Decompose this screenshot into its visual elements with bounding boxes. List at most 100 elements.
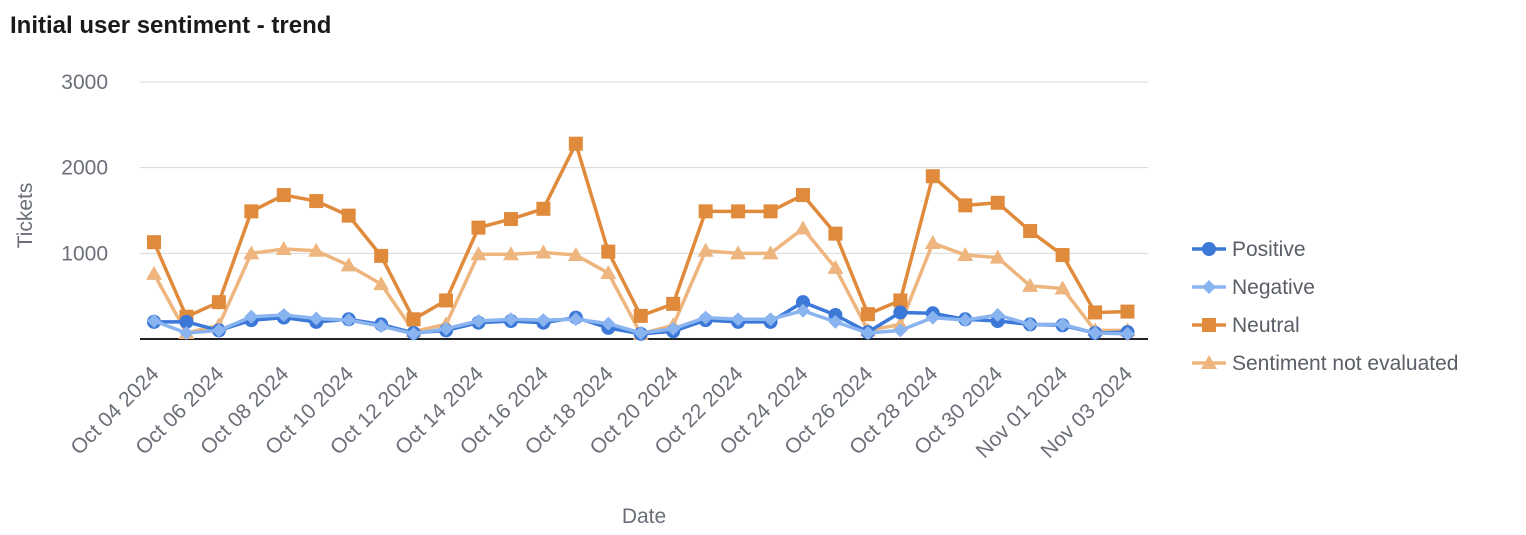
data-point-neutral[interactable] [341, 208, 356, 223]
data-point-neutral[interactable] [1120, 304, 1135, 319]
data-point-negative[interactable] [309, 311, 324, 326]
data-point-negative[interactable] [828, 314, 843, 329]
data-point-negative[interactable] [503, 312, 518, 327]
data-point-sentiment-not-evaluated[interactable] [308, 242, 325, 257]
data-point-neutral[interactable] [666, 296, 681, 311]
data-point-negative[interactable] [568, 312, 583, 327]
data-point-sentiment-not-evaluated[interactable] [1022, 277, 1039, 292]
data-point-neutral[interactable] [958, 198, 973, 213]
data-point-neutral[interactable] [536, 201, 551, 216]
data-point-sentiment-not-evaluated[interactable] [924, 235, 941, 250]
data-point-neutral[interactable] [147, 235, 161, 250]
legend-item-sentiment-not-evaluated[interactable]: Sentiment not evaluated [1192, 352, 1459, 375]
data-point-negative[interactable] [211, 323, 226, 338]
data-point-negative[interactable] [1120, 326, 1135, 341]
legend-item-negative[interactable]: Negative [1192, 276, 1315, 299]
data-point-negative[interactable] [990, 308, 1005, 323]
data-point-negative[interactable] [471, 314, 486, 329]
legend-label: Neutral [1232, 314, 1300, 337]
y-axis-title: Tickets [14, 183, 37, 249]
data-point-negative[interactable] [147, 314, 161, 329]
data-point-negative[interactable] [1088, 326, 1103, 341]
data-point-negative[interactable] [601, 316, 616, 331]
data-point-negative[interactable] [536, 313, 551, 328]
legend-swatch-marker [1202, 280, 1216, 294]
data-point-neutral[interactable] [893, 293, 908, 308]
data-point-sentiment-not-evaluated[interactable] [697, 242, 714, 257]
data-point-negative[interactable] [276, 308, 291, 323]
data-point-sentiment-not-evaluated[interactable] [762, 245, 779, 260]
data-point-neutral[interactable] [1088, 305, 1103, 320]
data-point-sentiment-not-evaluated[interactable] [470, 246, 487, 261]
data-point-negative[interactable] [731, 312, 746, 327]
data-point-sentiment-not-evaluated[interactable] [827, 259, 844, 274]
data-point-neutral[interactable] [374, 248, 389, 263]
legend-label: Negative [1232, 276, 1315, 299]
data-point-negative[interactable] [244, 309, 259, 324]
data-point-neutral[interactable] [828, 226, 843, 241]
data-point-neutral[interactable] [763, 204, 778, 219]
data-point-neutral[interactable] [925, 169, 940, 184]
data-point-sentiment-not-evaluated[interactable] [146, 265, 162, 280]
data-point-negative[interactable] [925, 310, 940, 325]
data-point-negative[interactable] [666, 321, 681, 336]
data-point-sentiment-not-evaluated[interactable] [1054, 280, 1071, 295]
data-point-neutral[interactable] [990, 195, 1005, 210]
data-point-sentiment-not-evaluated[interactable] [502, 246, 519, 261]
data-point-positive[interactable] [179, 314, 194, 329]
legend: Positive Negative Neutral Sentiment not eva… [1192, 238, 1459, 375]
data-point-neutral[interactable] [406, 312, 421, 327]
data-point-sentiment-not-evaluated[interactable] [275, 241, 292, 256]
data-point-negative[interactable] [341, 313, 356, 328]
data-point-neutral[interactable] [698, 204, 713, 219]
data-point-neutral[interactable] [244, 204, 259, 219]
data-point-neutral[interactable] [1023, 224, 1038, 239]
data-point-negative[interactable] [406, 326, 421, 341]
data-point-neutral[interactable] [309, 194, 324, 209]
data-point-neutral[interactable] [211, 295, 226, 310]
legend-item-neutral[interactable]: Neutral [1192, 314, 1300, 337]
data-point-negative[interactable] [698, 310, 713, 325]
grid-lines [140, 81, 1148, 340]
data-point-sentiment-not-evaluated[interactable] [340, 257, 357, 272]
data-point-negative[interactable] [796, 303, 810, 318]
data-point-sentiment-not-evaluated[interactable] [373, 276, 390, 291]
data-point-negative[interactable] [958, 313, 973, 328]
data-point-neutral[interactable] [503, 212, 518, 227]
data-point-neutral[interactable] [276, 188, 291, 203]
data-point-neutral[interactable] [633, 308, 648, 323]
data-point-sentiment-not-evaluated[interactable] [989, 249, 1006, 264]
data-point-sentiment-not-evaluated[interactable] [567, 247, 584, 262]
data-point-neutral[interactable] [471, 220, 486, 235]
data-point-neutral[interactable] [439, 293, 454, 308]
data-point-negative[interactable] [633, 326, 648, 341]
data-point-neutral[interactable] [568, 136, 583, 151]
data-point-negative[interactable] [1023, 317, 1038, 332]
y-tick-label: 3000 [61, 71, 108, 94]
data-point-sentiment-not-evaluated[interactable] [535, 244, 552, 259]
data-point-negative[interactable] [374, 319, 389, 334]
chart-title: Initial user sentiment - trend [10, 12, 332, 39]
data-point-negative[interactable] [439, 321, 454, 336]
data-point-negative[interactable] [763, 312, 778, 327]
data-point-negative[interactable] [860, 326, 875, 341]
data-point-sentiment-not-evaluated[interactable] [600, 265, 617, 280]
legend-label: Sentiment not evaluated [1232, 352, 1459, 375]
data-point-negative[interactable] [893, 323, 908, 338]
series-neutral [147, 136, 1135, 327]
data-point-neutral[interactable] [601, 244, 616, 259]
legend-item-positive[interactable]: Positive [1192, 238, 1306, 261]
data-point-positive[interactable] [893, 305, 908, 320]
y-tick-label: 1000 [61, 242, 108, 265]
data-point-sentiment-not-evaluated[interactable] [730, 245, 747, 260]
data-point-negative[interactable] [1055, 317, 1070, 332]
data-point-neutral[interactable] [796, 188, 810, 203]
data-point-sentiment-not-evaluated[interactable] [243, 245, 260, 260]
data-point-neutral[interactable] [731, 204, 746, 219]
data-point-neutral[interactable] [860, 307, 875, 322]
data-point-sentiment-not-evaluated[interactable] [795, 220, 811, 235]
data-point-positive[interactable] [796, 295, 810, 310]
data-point-neutral[interactable] [1055, 248, 1070, 263]
data-point-negative[interactable] [179, 326, 194, 341]
data-point-sentiment-not-evaluated[interactable] [957, 247, 974, 262]
